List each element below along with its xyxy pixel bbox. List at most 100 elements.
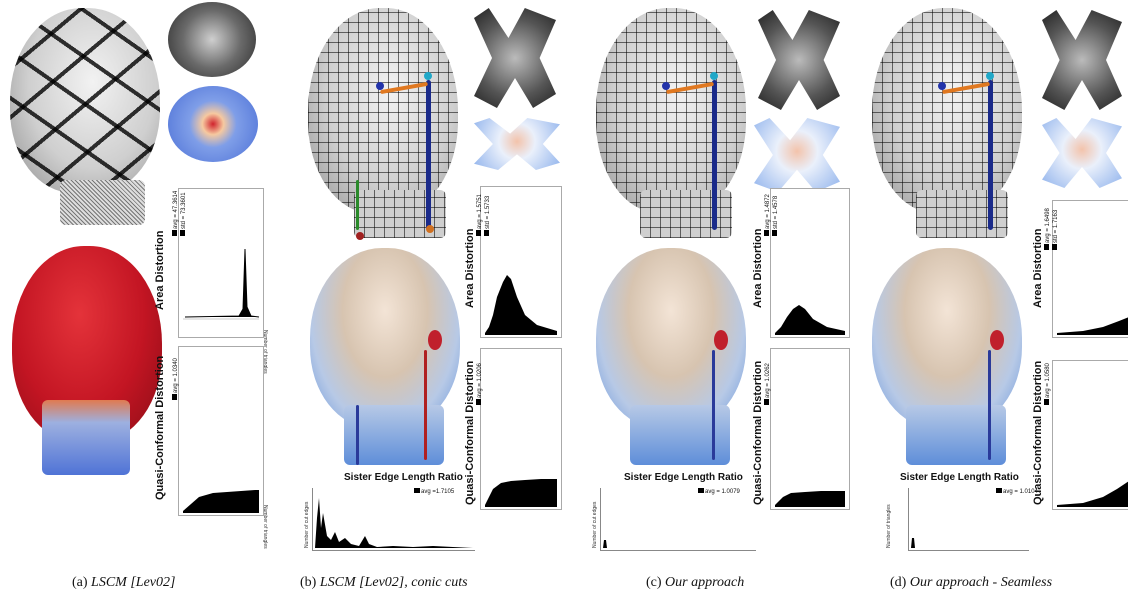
neck-mesh-render <box>640 190 732 238</box>
parameterization-heatmap <box>168 86 258 162</box>
caption-c-tag: (c) <box>646 575 662 590</box>
cone-point-red <box>356 232 364 240</box>
area-distortion-title: Area Distortion <box>752 228 764 308</box>
caption-b-tag: (b) <box>300 575 317 590</box>
caption-d-text: Our approach - Seamless <box>909 575 1053 590</box>
cone-point-blue <box>662 82 670 90</box>
area-histogram <box>178 188 264 338</box>
caption-c: (c) Our approach <box>646 575 744 591</box>
conformal-legend-avg: avg = 1.0206 <box>476 363 483 405</box>
cut-path-navy <box>426 80 431 230</box>
sister-edge-legend-avg: avg = 1.0104 <box>996 488 1038 495</box>
area-histogram <box>1052 200 1128 338</box>
parameterization-cross <box>1042 10 1122 110</box>
sister-edge-histogram <box>600 488 756 551</box>
parameterization-heatmap <box>1042 118 1122 188</box>
parameterization-heatmap <box>754 118 840 192</box>
caption-a: (a) LSCM [Lev02] <box>72 575 175 591</box>
area-histogram-plot <box>183 248 260 320</box>
head-mesh-render <box>308 8 458 213</box>
area-histogram-plot <box>1057 317 1128 335</box>
area-histogram-plot <box>485 275 557 335</box>
cut-path-navy-lower <box>712 350 715 460</box>
cut-path-green <box>356 180 359 230</box>
cut-path-navy-lower <box>356 405 359 465</box>
area-distortion-title: Area Distortion <box>1032 228 1044 308</box>
conformal-histogram <box>770 348 850 510</box>
panel-b: Area Distortion avg = 1.5751 std = 1.573… <box>296 0 576 590</box>
area-histogram <box>480 186 562 338</box>
area-legend-avg: avg = 1.5751 <box>476 194 483 236</box>
cone-point-blue <box>938 82 946 90</box>
neck-area-distortion-render <box>630 405 730 465</box>
cut-path-navy-lower <box>988 350 991 460</box>
conformal-legend-avg: avg = 1.0340 <box>172 358 179 400</box>
conformal-legend-avg: avg = 1.0262 <box>764 363 771 405</box>
sister-edge-title: Sister Edge Length Ratio <box>624 472 743 483</box>
nose-red-spot <box>990 330 1004 350</box>
conformal-distortion-title: Quasi-Conformal Distortion <box>154 355 166 500</box>
caption-d-tag: (d) <box>890 575 907 590</box>
cut-path-red <box>424 350 427 460</box>
conformal-histogram-plot <box>1057 481 1128 507</box>
parameterization-heatmap <box>474 118 560 170</box>
parameterization-cross <box>474 8 556 108</box>
area-legend-std: std = 1.5733 <box>484 196 491 236</box>
panel-c: Area Distortion avg = 1.4872 std = 1.457… <box>580 0 855 590</box>
panel-a: Area Distortion avg = 47.3614 std = 73.3… <box>0 0 280 590</box>
conformal-histogram-plot <box>183 490 259 513</box>
caption-a-text: LSCM [Lev02] <box>91 575 176 590</box>
caption-d: (d) Our approach - Seamless <box>890 575 1052 591</box>
panel-d: Area Distortion avg = 1.6498 std = 1.716… <box>856 0 1128 590</box>
cone-point-cyan <box>710 72 718 80</box>
sister-edge-histogram <box>312 488 475 551</box>
neck-area-distortion-render <box>42 400 130 475</box>
area-histogram-plot <box>775 305 845 335</box>
sister-edge-ylabel: Number of cut edges <box>304 501 310 548</box>
area-legend-avg: avg = 47.3614 <box>172 191 179 236</box>
area-distortion-title: Area Distortion <box>154 230 166 310</box>
sister-edge-legend-avg: avg = 1.0079 <box>698 488 740 495</box>
conformal-distortion-title: Quasi-Conformal Distortion <box>464 360 476 505</box>
nose-red-spot <box>428 330 442 350</box>
neck-area-distortion-render <box>344 405 444 465</box>
conformal-histogram <box>1052 360 1128 510</box>
conformal-histogram <box>480 348 562 510</box>
conformal-histogram-plot <box>775 491 845 507</box>
parameterization-disk <box>168 2 256 77</box>
cone-point-cyan <box>986 72 994 80</box>
caption-b-text: LSCM [Lev02], conic cuts <box>319 575 468 590</box>
head-mesh-render <box>10 8 160 193</box>
area-legend-std: std = 1.4578 <box>772 196 779 236</box>
caption-a-tag: (a) <box>72 575 88 590</box>
caption-c-text: Our approach <box>665 575 745 590</box>
parameterization-cross <box>758 10 840 110</box>
sister-edge-histogram <box>908 488 1029 551</box>
sister-edge-histogram-plot <box>911 538 915 548</box>
conformal-histogram <box>178 346 264 516</box>
cut-path-navy <box>988 80 993 230</box>
head-mesh-render <box>872 8 1022 213</box>
sister-edge-histogram-plot <box>603 540 607 548</box>
cone-point-blue <box>376 82 384 90</box>
neck-mesh-render <box>916 190 1008 238</box>
sister-edge-title: Sister Edge Length Ratio <box>344 472 463 483</box>
neck-mesh-render <box>60 180 145 225</box>
conformal-distortion-title: Quasi-Conformal Distortion <box>1032 360 1044 505</box>
area-legend-std: std = 73.3601 <box>180 192 187 236</box>
conformal-histogram-ylabel: Number of triangles <box>262 505 268 549</box>
cut-path-navy <box>712 80 717 230</box>
conformal-histogram-plot <box>485 479 557 507</box>
sister-edge-ylabel: Number of cut edges <box>592 501 598 548</box>
area-distortion-title: Area Distortion <box>464 228 476 308</box>
caption-b: (b) LSCM [Lev02], conic cuts <box>300 575 468 591</box>
area-legend-std: std = 1.7163 <box>1052 210 1059 250</box>
sister-edge-histogram-plot <box>315 498 473 548</box>
sister-edge-ylabel: Number of triangles <box>886 504 892 548</box>
area-legend-avg: avg = 1.6498 <box>1044 208 1051 250</box>
area-histogram <box>770 188 850 338</box>
sister-edge-title: Sister Edge Length Ratio <box>900 472 1019 483</box>
cone-point-orange <box>426 225 434 233</box>
area-legend-avg: avg = 1.4872 <box>764 194 771 236</box>
conformal-legend-avg: avg = 1.0580 <box>1044 363 1051 405</box>
